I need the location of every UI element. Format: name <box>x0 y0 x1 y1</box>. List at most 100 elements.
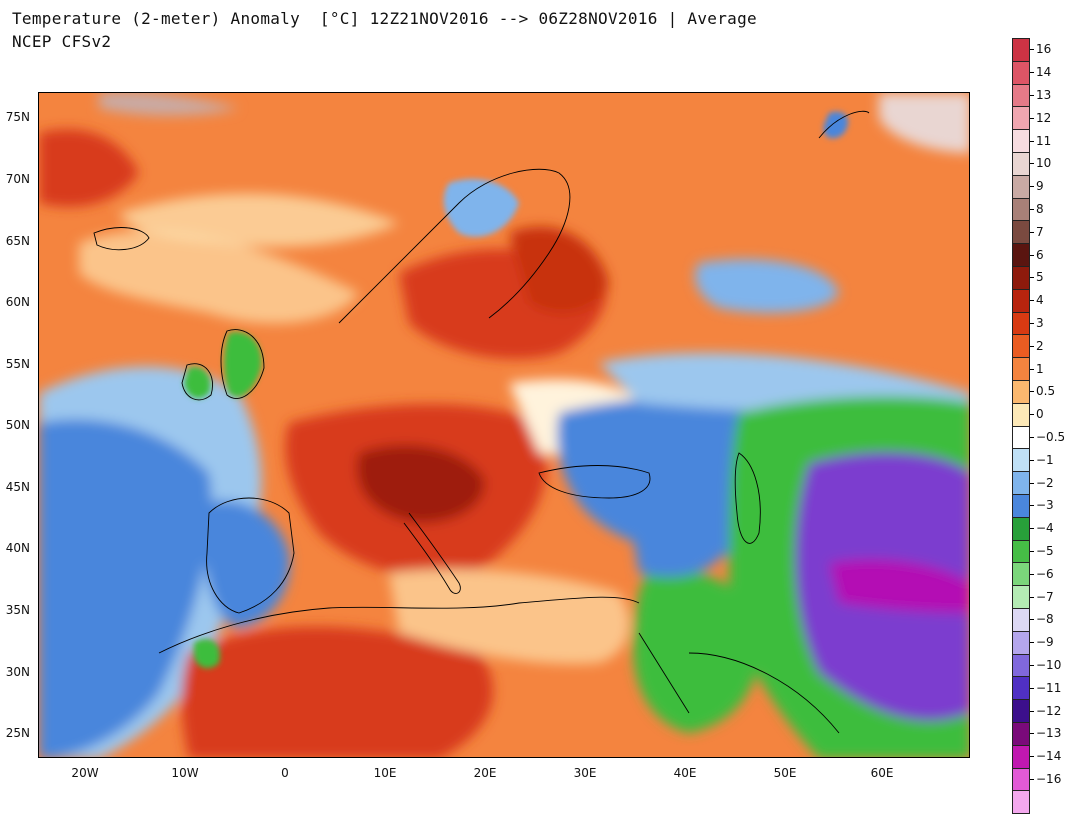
colorbar-label: −1 <box>1036 452 1054 467</box>
lat-label-45n: 45N <box>5 480 30 494</box>
colorbar-label: −5 <box>1036 544 1054 558</box>
lon-label-10e: 10E <box>373 766 397 780</box>
colorbar-swatch <box>1012 790 1030 814</box>
coast-arabia <box>688 652 840 734</box>
colorbar-tick <box>1030 779 1034 780</box>
colorbar-label: 9 <box>1036 179 1044 194</box>
colorbar-label: 10 <box>1036 156 1052 171</box>
colorbar-swatch <box>1012 311 1030 336</box>
colorbar-swatch <box>1012 608 1030 632</box>
colorbar-label: 16 <box>1036 42 1052 57</box>
russia-hot <box>509 226 609 314</box>
colorbar-tick <box>1030 140 1034 142</box>
colorbar-swatch <box>1012 767 1030 792</box>
colorbar-swatch <box>1012 288 1030 313</box>
anomaly-map <box>38 92 970 758</box>
central-asia-magenta <box>829 559 969 613</box>
colorbar-swatch <box>1012 106 1030 131</box>
colorbar-tick <box>1030 414 1034 416</box>
colorbar-label: 6 <box>1036 247 1044 262</box>
colorbar-tick <box>1030 642 1034 644</box>
colorbar-label: 13 <box>1036 88 1052 102</box>
lon-label-20e: 20E <box>473 766 497 780</box>
alpine-very-hot <box>357 445 485 523</box>
colorbar-swatch <box>1012 38 1030 62</box>
colorbar-tick <box>1030 72 1034 74</box>
colorbar-swatch <box>1012 60 1030 85</box>
colorbar-tick <box>1030 277 1034 279</box>
colorbar-label: −14 <box>1036 749 1062 764</box>
colorbar-swatch <box>1012 402 1030 427</box>
colorbar-label: 8 <box>1036 202 1044 216</box>
colorbar-swatch <box>1012 334 1030 359</box>
n-atlantic-neutral <box>119 193 399 247</box>
colorbar-tick <box>1030 300 1034 302</box>
colorbar-swatch <box>1012 357 1030 381</box>
colorbar-swatch <box>1012 539 1030 564</box>
colorbar-label: 14 <box>1036 65 1052 80</box>
colorbar-label: −16 <box>1036 772 1062 786</box>
colorbar-tick <box>1030 95 1034 96</box>
colorbar-tick <box>1030 49 1034 51</box>
colorbar-tick <box>1030 710 1034 712</box>
lat-label-25n: 25N <box>5 726 30 740</box>
lat-label-40n: 40N <box>5 541 30 555</box>
coast-scandinavia <box>338 168 571 324</box>
lat-label-35n: 35N <box>5 603 30 617</box>
colorbar-swatch <box>1012 152 1030 176</box>
lon-label-20w: 20W <box>71 766 99 780</box>
colorbar-swatch <box>1012 585 1030 609</box>
colorbar-label: −4 <box>1036 521 1054 536</box>
colorbar-swatch <box>1012 220 1030 245</box>
colorbar-label: 12 <box>1036 110 1052 125</box>
lat-label-60n: 60N <box>5 295 30 309</box>
colorbar-swatch <box>1012 516 1030 541</box>
colorbar-tick <box>1030 619 1034 621</box>
colorbar-swatch <box>1012 471 1030 495</box>
lat-label-50n: 50N <box>5 418 30 432</box>
atlantic-cold <box>39 419 212 757</box>
colorbar-tick <box>1030 687 1034 689</box>
colorbar-swatch <box>1012 174 1030 199</box>
levant-cold <box>629 509 729 577</box>
arctic-pale <box>879 93 969 153</box>
lon-label-10w: 10W <box>171 766 199 780</box>
colorbar-tick <box>1030 368 1034 370</box>
colorbar-tick <box>1030 117 1034 119</box>
colorbar-label: −9 <box>1036 635 1054 650</box>
colorbar-label: 0 <box>1036 407 1044 422</box>
lon-label-50e: 50E <box>773 766 797 780</box>
colorbar-label: 0.5 <box>1036 384 1056 399</box>
lat-label-55n: 55N <box>5 357 30 371</box>
map-canvas <box>39 93 969 757</box>
colorbar-label: −12 <box>1036 703 1062 718</box>
lat-label-70n: 70N <box>5 172 30 186</box>
colorbar-label: −10 <box>1036 658 1062 672</box>
n-atlantic-mild <box>79 231 359 324</box>
lat-label-30n: 30N <box>5 665 30 679</box>
colorbar-swatch <box>1012 448 1030 473</box>
colorbar-label: 1 <box>1036 361 1044 376</box>
colorbar-swatch <box>1012 744 1030 769</box>
coastlines <box>93 110 870 734</box>
colorbar-tick <box>1030 323 1034 324</box>
colorbar-tick <box>1030 254 1034 256</box>
colorbar-tick <box>1030 209 1034 210</box>
colorbar-tick <box>1030 596 1034 598</box>
uk-green <box>224 332 262 397</box>
colorbar-swatch <box>1012 562 1030 587</box>
scandinavia-cold <box>443 179 519 237</box>
colorbar-tick <box>1030 665 1034 666</box>
coast-red-sea <box>638 632 690 714</box>
iberia-cold <box>203 500 290 628</box>
coast-iberia <box>206 497 295 614</box>
colorbar-swatch <box>1012 722 1030 746</box>
colorbar-tick <box>1030 482 1034 484</box>
colorbar-tick <box>1030 551 1034 552</box>
lat-label-65n: 65N <box>5 234 30 248</box>
coast-africa-north <box>158 596 640 654</box>
colorbar-label: 3 <box>1036 316 1044 330</box>
colorbar-swatch <box>1012 83 1030 108</box>
lon-label-40e: 40E <box>673 766 697 780</box>
nw-red <box>39 129 139 207</box>
